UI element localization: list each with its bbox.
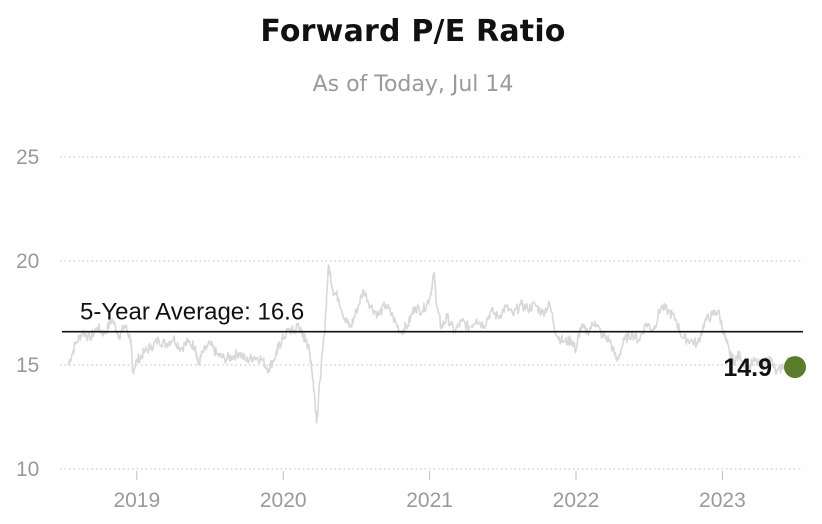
pe-ratio-series-line bbox=[67, 264, 799, 424]
x-tick-label: 2021 bbox=[406, 489, 453, 512]
x-tick-label: 2019 bbox=[113, 489, 160, 512]
series-layer bbox=[67, 264, 799, 424]
current-value-label: 14.9 bbox=[723, 354, 772, 382]
y-tick-label: 15 bbox=[16, 354, 39, 377]
y-tick-label: 20 bbox=[16, 250, 39, 273]
x-tick-label: 2023 bbox=[699, 489, 746, 512]
average-label: 5-Year Average: 16.6 bbox=[80, 299, 304, 326]
y-tick-label: 10 bbox=[16, 458, 39, 481]
current-value-layer: 14.9 bbox=[723, 354, 806, 382]
y-tick-label: 25 bbox=[16, 146, 39, 169]
y-axis-tick-labels: 10 15 20 25 bbox=[16, 146, 39, 481]
chart-subtitle: As of Today, Jul 14 bbox=[312, 72, 514, 97]
x-tick-label: 2020 bbox=[260, 489, 307, 512]
chart-title: Forward P/E Ratio bbox=[260, 14, 566, 49]
average-layer: 5-Year Average: 16.6 bbox=[62, 299, 803, 333]
current-value-dot bbox=[784, 356, 806, 379]
x-tick-label: 2022 bbox=[553, 489, 600, 512]
x-axis-tick-labels: 2019 2020 2021 2022 2023 bbox=[113, 471, 746, 512]
